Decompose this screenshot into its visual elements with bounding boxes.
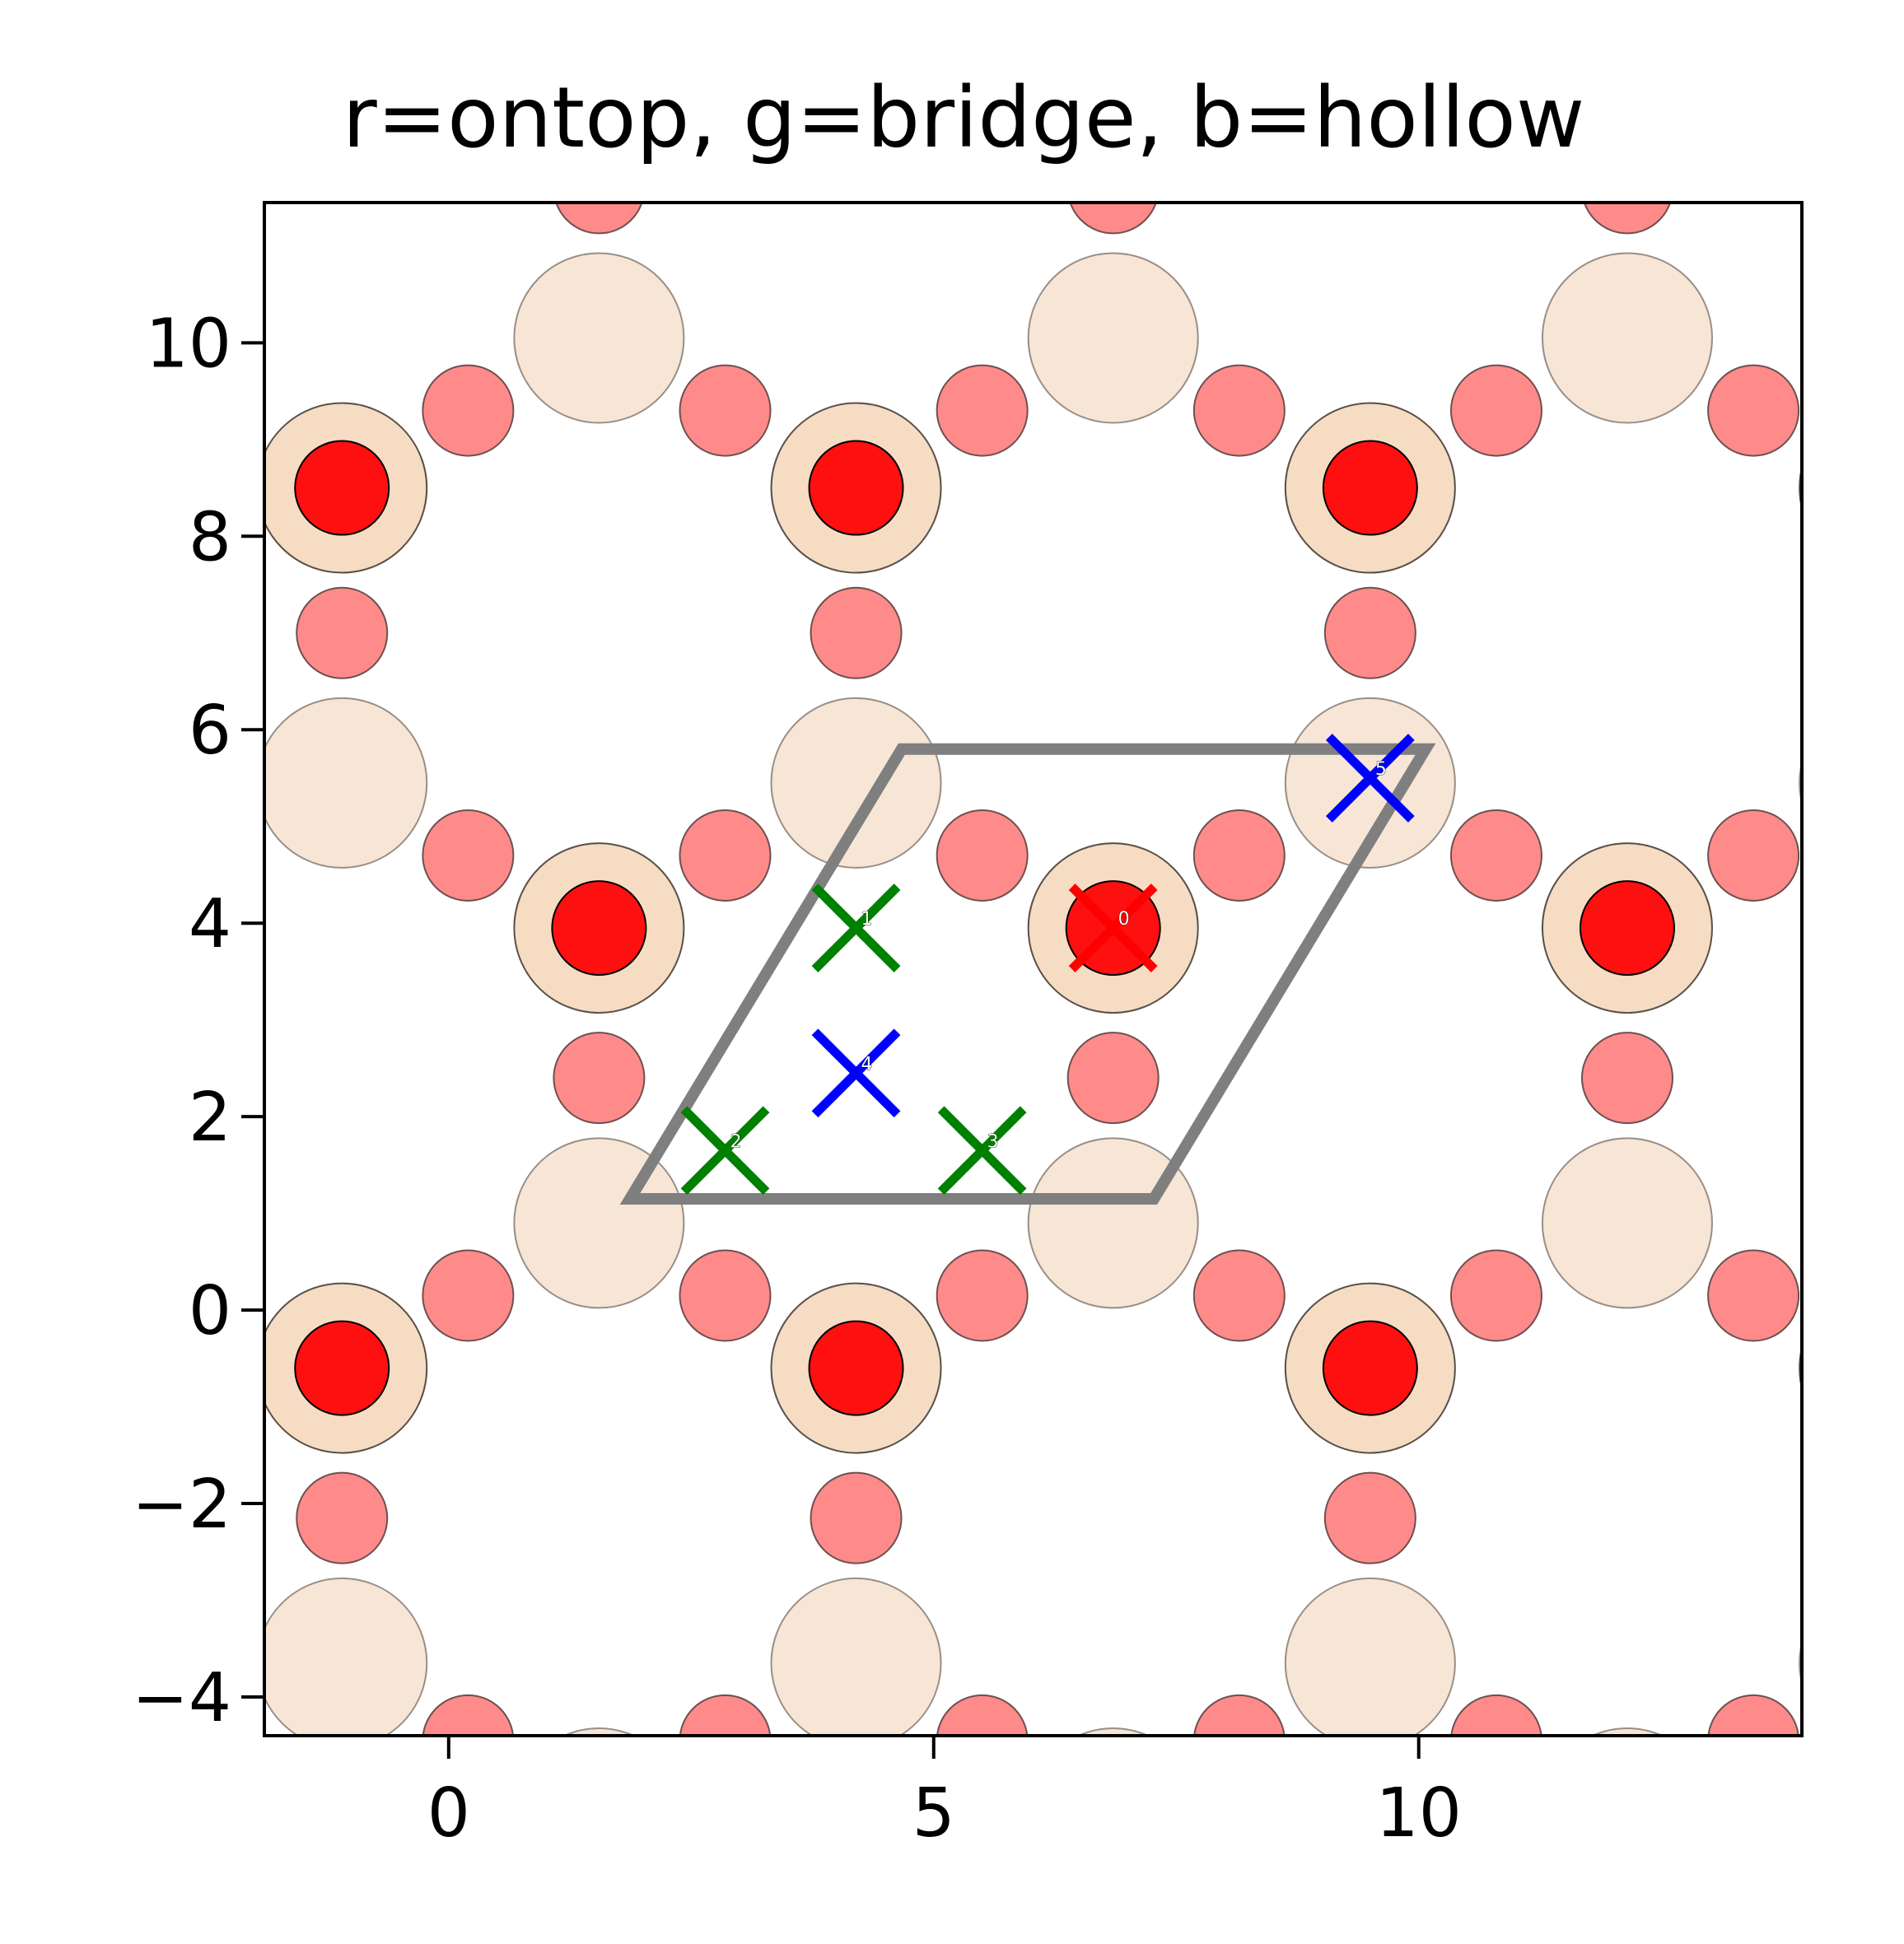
y-tick-label: 2 (189, 1079, 231, 1157)
site-cross-stroke (811, 1028, 901, 1118)
deep-metal-atom (1076, 1727, 1150, 1736)
oxygen-atom (1707, 364, 1800, 457)
x-axis: 0 5 10 (427, 1736, 1462, 1853)
oxygen-atom (936, 1249, 1029, 1342)
oxygen-atom (422, 364, 515, 457)
site-marker-bridge: 2 (680, 1106, 770, 1196)
oxygen-atom (1323, 586, 1416, 679)
site-marker-bridge: 3 (937, 1106, 1027, 1196)
y-tick-label: 10 (146, 305, 231, 383)
oxygen-atom (936, 1694, 1029, 1736)
x-tick-label: 10 (1376, 1774, 1462, 1853)
oxygen-atom (1450, 1694, 1542, 1736)
top-metal-atom (808, 1320, 904, 1416)
oxygen-atom (1707, 1249, 1800, 1342)
site-cross-stroke (1068, 883, 1158, 972)
y-tick-label: 8 (189, 498, 231, 576)
site-marker-hollow: 5 (1325, 734, 1415, 823)
site-cross-stroke (680, 1106, 770, 1196)
x-tick-label: 5 (912, 1774, 955, 1853)
site-marker-hollow: 4 (811, 1028, 901, 1118)
chart-title: r=ontop, g=bridge, b=hollow (343, 69, 1585, 167)
y-tick-label: 0 (189, 1272, 231, 1350)
site-label: 0 (1118, 909, 1130, 930)
subsurface-metal-atom (1799, 1345, 1802, 1392)
oxygen-atom (810, 1471, 903, 1564)
deep-metal-atom (770, 1577, 942, 1736)
oxygen-atom (679, 1249, 772, 1342)
oxygen-atom (296, 586, 389, 679)
oxygen-atom (422, 1249, 515, 1342)
deep-metal-atom (1799, 1639, 1802, 1686)
y-tick-label: −4 (132, 1659, 231, 1737)
plot-area: 0 1 2 3 4 5 (264, 203, 1802, 1736)
oxygen-atom (1066, 1032, 1160, 1125)
oxygen-atom (1323, 1471, 1416, 1564)
oxygen-atom (1580, 1032, 1673, 1125)
oxygen-atom (1069, 203, 1157, 235)
top-metal-atom (808, 440, 904, 536)
site-marker-bridge: 1 (811, 883, 901, 972)
oxygen-atom (936, 809, 1029, 902)
oxygen-atom (679, 809, 772, 902)
deep-metal-atom (513, 1137, 685, 1309)
unit-cell-outline (619, 743, 1436, 1205)
oxygen-atom (422, 809, 515, 902)
oxygen-atom (1193, 1694, 1286, 1736)
y-tick-label: −2 (132, 1466, 231, 1544)
deep-metal-atom (562, 1727, 636, 1736)
oxygen-atom (1192, 1249, 1286, 1342)
site-cross-stroke (1325, 734, 1415, 823)
top-metal-atom (1322, 440, 1418, 536)
oxygen-atom (422, 1694, 515, 1736)
oxygen-atom (1449, 1249, 1542, 1342)
oxygen-atom (810, 586, 903, 679)
deep-metal-atom (1284, 1577, 1456, 1736)
site-label: 2 (730, 1131, 742, 1152)
oxygen-atom (1192, 809, 1286, 902)
subsurface-metal-atom (1799, 464, 1802, 511)
deep-metal-atom (264, 1577, 428, 1736)
y-axis: −4 −2 0 2 4 6 8 10 (132, 305, 264, 1737)
top-metal-atom (1322, 1320, 1418, 1416)
oxygen-atom (1583, 203, 1672, 235)
deep-metal-atom (1590, 1727, 1664, 1736)
site-label: 1 (861, 909, 873, 930)
oxygen-atom (296, 1471, 389, 1564)
deep-metal-atom (1541, 1137, 1713, 1309)
oxygen-atom (679, 1694, 772, 1736)
oxygen-atom (555, 203, 643, 235)
top-metal-atom (294, 440, 390, 536)
oxygen-atom (1707, 1694, 1799, 1736)
top-metal-atom (551, 880, 647, 977)
oxygen-atom (1707, 809, 1800, 902)
oxygen-atom (679, 364, 772, 457)
oxygen-atom (1449, 364, 1542, 457)
oxygen-atom (553, 1032, 646, 1125)
deep-metal-atom (770, 697, 942, 869)
y-tick-label: 6 (189, 692, 231, 770)
plot-frame (263, 201, 1804, 1737)
deep-metal-atom (1799, 759, 1802, 806)
site-label: 4 (861, 1054, 873, 1075)
oxygen-atom (1449, 809, 1542, 902)
oxygen-atom (936, 364, 1029, 457)
oxygen-atom (1192, 364, 1286, 457)
deep-metal-atom (264, 697, 428, 869)
site-marker-ontop: 0 (1068, 883, 1158, 972)
deep-metal-atom (1027, 252, 1199, 424)
site-label: 5 (1375, 759, 1387, 780)
top-metal-atom (294, 1320, 390, 1416)
deep-metal-atom (1027, 1137, 1199, 1309)
top-metal-atom (1579, 880, 1675, 977)
site-cross-stroke (811, 883, 901, 972)
deep-metal-atom (513, 252, 685, 424)
deep-metal-atom (1541, 252, 1713, 424)
site-cross-stroke (937, 1106, 1027, 1196)
site-label: 3 (987, 1131, 999, 1152)
y-tick-label: 4 (189, 885, 231, 963)
x-tick-label: 0 (427, 1774, 470, 1853)
